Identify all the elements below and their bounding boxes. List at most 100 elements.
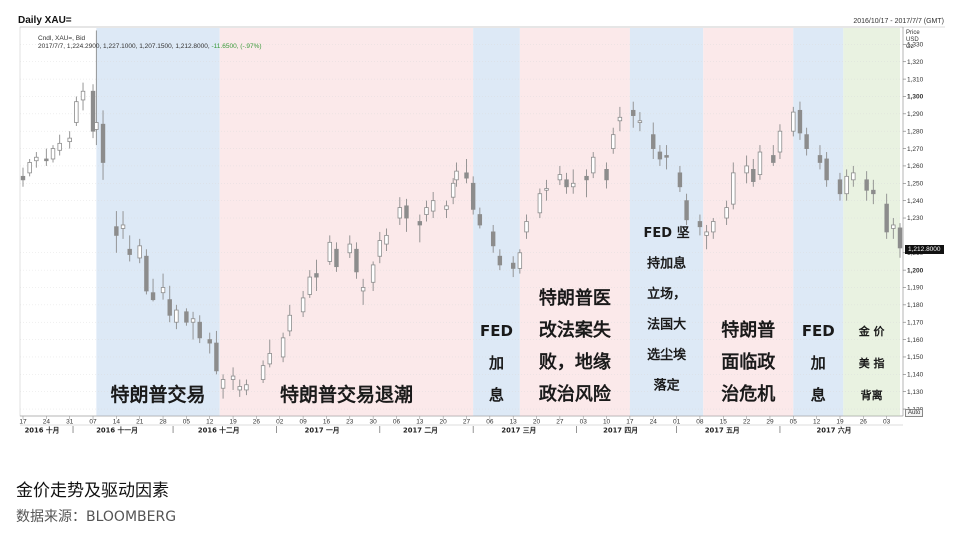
candle-body [260,365,266,380]
candle-body [617,116,623,122]
candle-body [50,148,56,160]
month-label: 2017 四月 [603,427,638,435]
candle-body [100,123,106,163]
y-tick-label: 1,200 [907,267,924,274]
candle-body [824,158,829,181]
candle-body [220,379,226,389]
x-tick-label: 21 [136,419,144,426]
candle-body [557,174,563,181]
regime-label-line: 息 [811,386,826,404]
month-label: 2017 六月 [817,426,852,435]
x-tick-label: 17 [626,419,634,426]
x-tick-label: 26 [860,419,868,426]
month-label: 2016 十一月 [96,426,138,435]
candle-body [657,151,663,160]
candle-body [34,156,39,162]
candle-body [477,214,483,226]
regime-label-line: 立场， [647,286,686,302]
candle-body [751,169,756,182]
x-tick-label: 12 [206,419,214,426]
date-axis: 17 24 31 07 14 21 28 05 12 19 26 02 09 16 23 30 06 13 20 27… [19,415,903,435]
y-tick-label: 1,170 [907,319,924,326]
candle-body [207,339,212,344]
candle-body [564,179,569,188]
regime-label-line: 面临政 [721,351,776,373]
candle-body [167,299,172,316]
candlesticks [20,30,903,399]
candle-body [791,111,796,132]
x-tick-label: 13 [416,419,424,426]
candle-body [347,243,352,254]
candle-body [190,318,196,323]
candle-body [144,255,149,292]
x-tick-label: 16 [323,419,331,426]
candle-body [80,90,86,101]
y-tick-label: 1,300 [907,94,924,101]
candle-body [237,386,242,391]
candle-body [57,142,62,151]
month-label: 2017 三月 [501,427,536,435]
x-tick-label: 28 [159,419,167,426]
x-tick-label: 05 [183,419,191,426]
ohlc-readout: 2017/7/7, 1,224.2900, 1,227.1000, 1,207.… [38,43,262,50]
regime-label-line: FED [480,322,513,340]
candle-body [370,264,376,283]
regime-label-line: 特朗普医 [539,287,611,309]
candle-body [424,207,429,215]
candle-body [524,221,529,233]
candle-body [150,292,156,301]
candle-body [724,207,729,219]
x-tick-label: 15 [720,419,728,426]
price-axis: 1,1201,1301,1401,1501,1601,1701,1801,190… [902,27,924,416]
candle-body [404,205,409,219]
regime-label-fed-hike-mar: FED 加息 [480,322,513,404]
x-tick-label: 26 [253,419,261,426]
y-tick-label: 1,160 [907,337,924,344]
ohlc-values: 2017/7/7, 1,224.2900, 1,227.1000, 1,207.… [38,43,210,50]
x-tick-label: 24 [650,419,658,426]
candle-body [651,134,656,149]
figure-caption: 金价走势及驱动因素 [16,481,169,501]
candle-body [470,182,476,210]
x-tick-label: 24 [43,419,51,426]
regime-label-line: 加 [488,354,504,372]
band-political-crisis [703,28,794,416]
candle-body [731,172,736,205]
candle-body [584,175,589,181]
candle-body [537,193,543,214]
candle-body [360,287,366,292]
y-tick-label: 1,320 [907,59,924,66]
x-tick-label: 22 [743,419,751,426]
gold-price-chart: 1,1201,1301,1401,1501,1601,1701,1801,190… [19,26,945,435]
y-tick-label: 1,140 [907,372,924,379]
y-tick-label: 1,280 [907,128,924,135]
regime-label-line: 特朗普交易退潮 [280,383,413,406]
candle-body [871,189,876,195]
band-fed-firm-france [629,28,704,416]
x-tick-label: 02 [276,419,284,426]
candle-body [517,252,523,269]
x-tick-label: 12 [813,419,821,426]
auto-scale-button[interactable]: Auto [905,409,924,417]
candle-body [334,248,339,268]
band-trump-trade [96,28,220,416]
candle-body [244,384,249,391]
x-tick-label: 27 [556,419,564,426]
chart-title: Daily XAU= [18,15,72,26]
candle-body [844,175,849,195]
x-tick-label: 19 [229,419,237,426]
candle-body [44,158,49,162]
candle-body [74,101,79,123]
date-range: 2016/10/17 - 2017/7/7 (GMT) [853,18,944,25]
candle-body [757,151,763,176]
candle-body [464,172,469,179]
candle-body [837,179,843,195]
candle-body [67,137,72,143]
candle-body [604,169,609,181]
band-trump-trade-fade [219,28,474,416]
y-tick-label: 1,290 [907,111,924,118]
candle-body [851,172,856,181]
candle-body [490,231,496,247]
instrument-line: Cndl, XAU=, Bid [38,35,86,42]
